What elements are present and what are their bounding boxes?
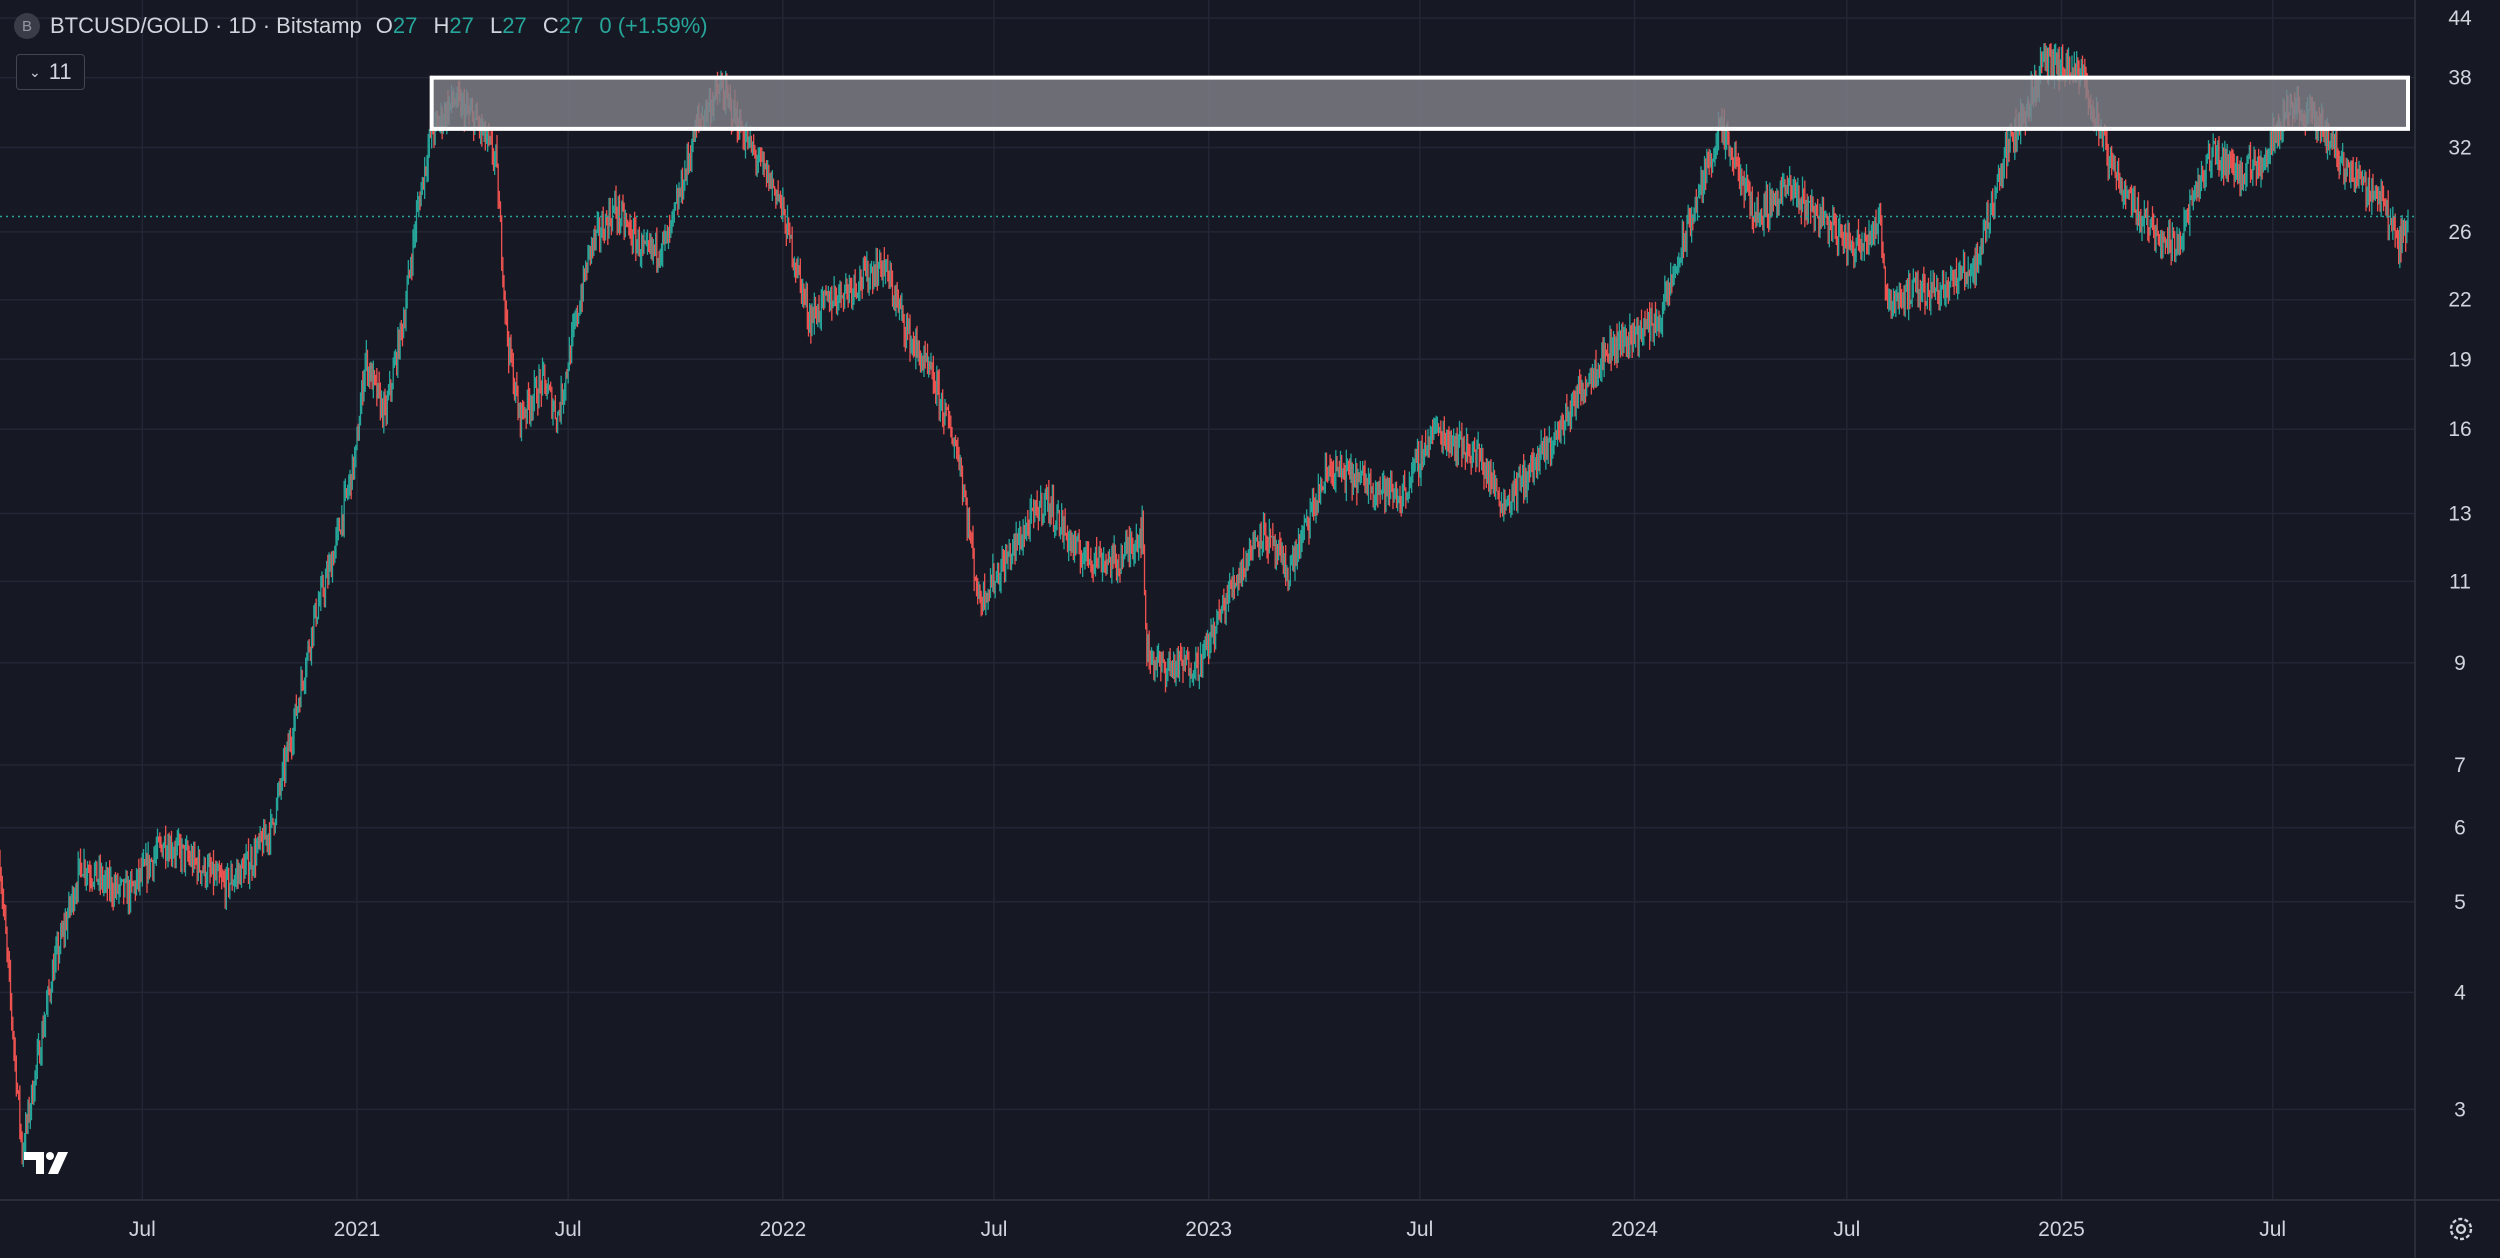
price-tick-label: 16 xyxy=(2448,418,2471,441)
price-tick-label: 3 xyxy=(2454,1098,2466,1121)
legend-separator: · xyxy=(208,13,229,38)
price-tick-label: 6 xyxy=(2454,817,2466,840)
time-tick-label: 2021 xyxy=(334,1218,381,1241)
indicators-toggle-button[interactable]: ⌄ 11 xyxy=(16,54,85,90)
gear-icon[interactable] xyxy=(2446,1214,2476,1244)
exchange-label: Bitstamp xyxy=(276,13,362,38)
price-axis[interactable]: 44 38 32 26 22 19 16 13 11 9 7 6 5 4 3 xyxy=(2414,0,2472,1258)
price-tick-label: 38 xyxy=(2448,67,2471,90)
symbol-legend: B BTCUSD/GOLD · 1D · Bitstamp O27 H27 L2… xyxy=(14,10,718,42)
grid-lines xyxy=(0,0,2415,1200)
change-value: 0 (+1.59%) xyxy=(599,13,708,38)
time-tick-label: Jul xyxy=(129,1218,156,1241)
low-label: L xyxy=(490,13,503,38)
bitstamp-logo-icon[interactable]: B xyxy=(14,13,40,39)
time-tick-label: Jul xyxy=(981,1218,1008,1241)
candlestick-series xyxy=(0,43,2409,1168)
open-value: 27 xyxy=(392,13,418,38)
time-tick-label: Jul xyxy=(1833,1218,1860,1241)
time-axis[interactable]: Jul 2021 Jul 2022 Jul 2023 Jul 2024 Jul 2025 Jul xyxy=(0,1199,2500,1241)
time-tick-label: Jul xyxy=(555,1218,582,1241)
close-label: C xyxy=(542,13,559,38)
time-tick-label: 2024 xyxy=(1611,1218,1658,1241)
time-tick-label: 2025 xyxy=(2038,1218,2085,1241)
tradingview-logo-icon[interactable] xyxy=(22,1148,78,1178)
price-tick-label: 7 xyxy=(2454,754,2466,777)
price-tick-label: 22 xyxy=(2448,289,2471,312)
legend-separator: · xyxy=(256,13,277,38)
price-tick-label: 19 xyxy=(2448,348,2471,371)
close-value: 27 xyxy=(558,13,584,38)
price-tick-label: 4 xyxy=(2454,981,2466,1004)
interval-label[interactable]: 1D xyxy=(228,13,257,38)
symbol-name[interactable]: BTCUSD/GOLD xyxy=(50,13,209,38)
open-label: O xyxy=(375,13,393,38)
low-value: 27 xyxy=(502,13,527,38)
time-tick-label: 2023 xyxy=(1185,1218,1232,1241)
time-tick-label: Jul xyxy=(1406,1218,1433,1241)
resistance-zone-rectangle xyxy=(429,75,2411,131)
indicators-count: 11 xyxy=(48,59,72,84)
resistance-zone-layer[interactable] xyxy=(429,75,2411,131)
time-tick-label: 2022 xyxy=(759,1218,806,1241)
price-tick-label: 44 xyxy=(2448,7,2472,30)
price-tick-label: 9 xyxy=(2454,652,2466,675)
price-tick-label: 32 xyxy=(2448,136,2471,159)
price-tick-label: 26 xyxy=(2448,221,2471,244)
chevron-down-icon: ⌄ xyxy=(29,63,41,80)
high-label: H xyxy=(433,13,450,38)
price-tick-label: 11 xyxy=(2449,570,2471,593)
time-tick-label: Jul xyxy=(2259,1218,2286,1241)
price-tick-label: 13 xyxy=(2448,502,2471,525)
ohlc-values: O27 H27 L27 C27 0 (+1.59%) xyxy=(376,13,718,39)
price-tick-label: 5 xyxy=(2454,891,2466,914)
high-value: 27 xyxy=(449,13,474,38)
